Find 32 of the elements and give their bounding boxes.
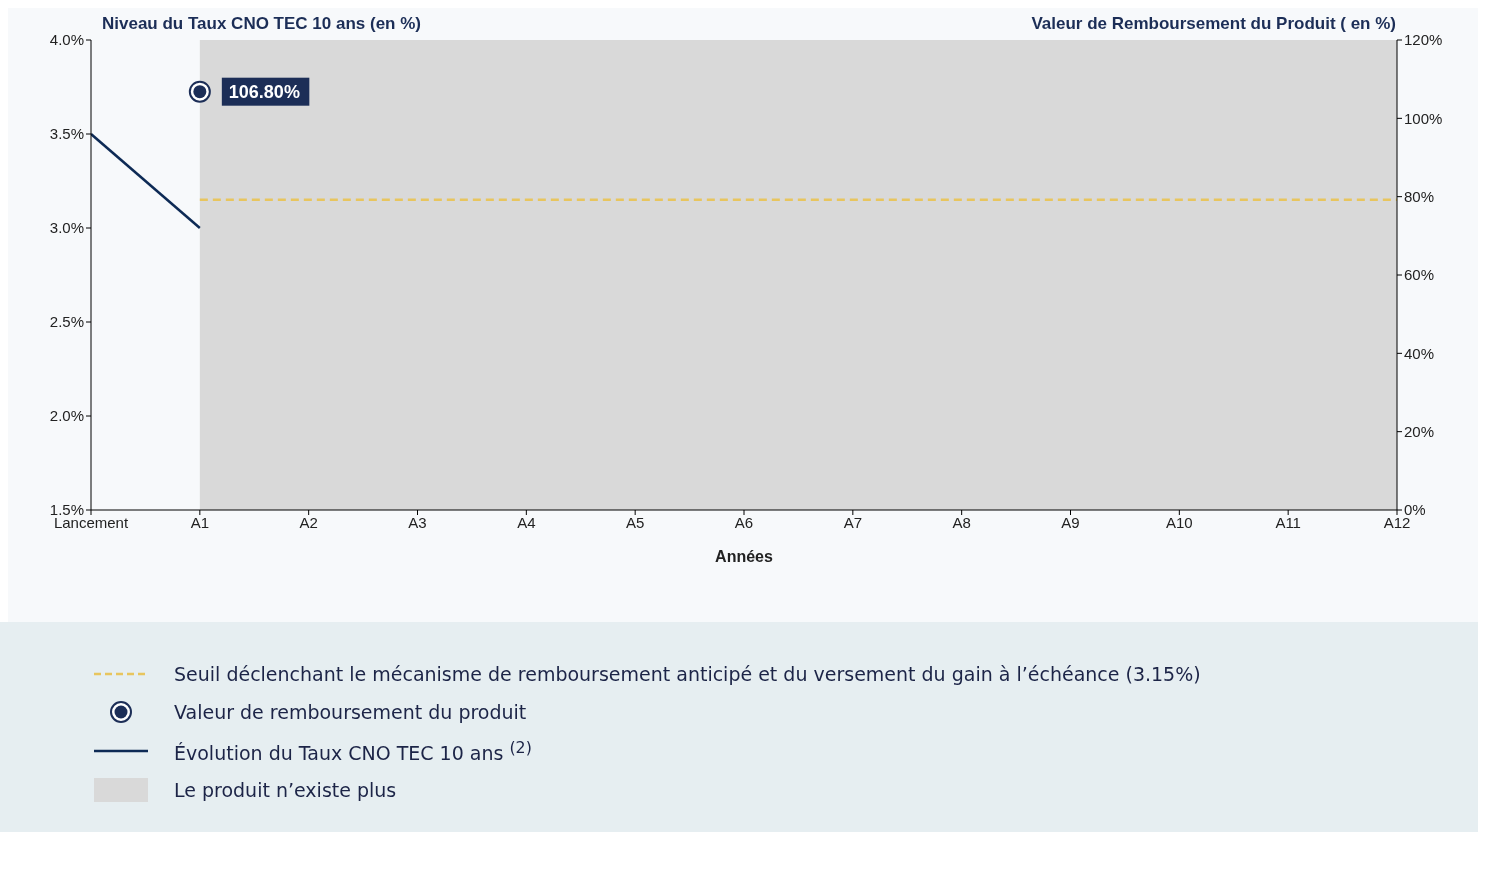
x-tick-label: A1 <box>190 513 210 531</box>
legend-label: Valeur de remboursement du produit <box>174 701 527 723</box>
x-tick-label: A10 <box>1165 513 1193 531</box>
x-tick-label: A9 <box>1061 513 1080 531</box>
x-tick-label: A5 <box>625 513 645 531</box>
legend-label: Évolution du Taux CNO TEC 10 ans $^{(2)}$ <box>174 738 532 765</box>
y-tick-label: 4.0% <box>49 31 84 49</box>
y-tick-label: 3.5% <box>49 125 84 143</box>
y2-axis-title: Valeur de Remboursement du Produit ( en %) <box>1031 14 1396 34</box>
y2-tick-label: 40% <box>1404 344 1435 362</box>
y2-tick-label: 80% <box>1404 187 1435 205</box>
y-tick-label: 2.5% <box>49 313 84 331</box>
y2-tick-label: 120% <box>1404 31 1443 49</box>
data-label: 106.80% <box>228 81 300 102</box>
legend-label: Seuil déclenchant le mécanisme de remboursement anticipé et du versement du gain à l’échéance (3.15%) <box>174 663 1201 685</box>
y2-tick-label: 60% <box>1404 266 1435 284</box>
x-tick-label: A8 <box>952 513 971 531</box>
legend-label: Le produit n’existe plus <box>174 779 397 802</box>
x-tick-label: A4 <box>517 513 536 531</box>
x-tick-label: A7 <box>843 513 863 531</box>
x-tick-label: A11 <box>1275 513 1301 531</box>
y2-tick-label: 20% <box>1404 422 1435 440</box>
y-tick-label: 1.5% <box>49 501 84 519</box>
y-axis-title: Niveau du Taux CNO TEC 10 ans (en %) <box>102 14 421 34</box>
y2-tick-label: 0% <box>1404 501 1426 519</box>
y-tick-label: 2.0% <box>49 407 84 425</box>
x-tick-label: A3 <box>408 513 427 531</box>
x-tick-label: A2 <box>299 513 318 531</box>
x-axis-title: Années <box>715 548 773 565</box>
y-tick-label: 3.0% <box>49 219 84 237</box>
y2-tick-label: 100% <box>1404 109 1443 127</box>
x-tick-label: A6 <box>734 513 754 531</box>
